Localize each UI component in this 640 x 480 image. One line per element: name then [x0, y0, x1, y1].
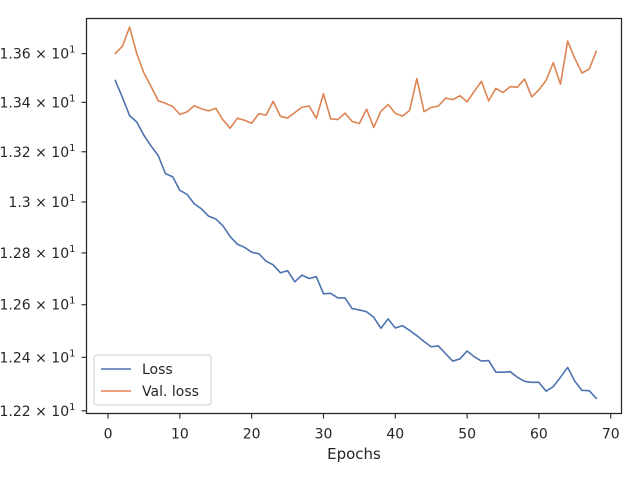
x-tick-label: 0 — [104, 427, 113, 443]
x-tick-label: 20 — [243, 427, 261, 443]
x-tick-label: 50 — [458, 427, 476, 443]
y-axis-ticks: 1.22 × 101 1.24 × 101 1.26 × 101 1.28 × 101… — [0, 45, 87, 420]
y-tick-label: 1.28 × 101 — [0, 244, 76, 262]
series-layer — [114, 26, 598, 400]
y-tick-label: 1.3 × 101 — [8, 193, 75, 211]
y-tick-label: 1.26 × 101 — [0, 296, 76, 314]
series-line-val-loss — [114, 26, 598, 129]
y-tick-label: 1.32 × 101 — [0, 143, 76, 161]
x-tick-label: 70 — [602, 427, 620, 443]
y-tick-label: 1.36 × 101 — [0, 45, 76, 63]
legend-box — [93, 354, 212, 406]
legend-label-val-loss: Val. loss — [142, 384, 199, 400]
plot-frame — [85, 17, 623, 415]
y-tick-label: 1.22 × 101 — [0, 402, 76, 420]
x-tick-label: 10 — [171, 427, 189, 443]
x-axis-ticks: 0 10 20 30 40 50 60 70 — [104, 413, 620, 443]
x-tick-label: 60 — [530, 427, 548, 443]
y-tick-label: 1.34 × 101 — [0, 93, 76, 111]
x-tick-label: 30 — [315, 427, 333, 443]
y-tick-label: 1.24 × 101 — [0, 348, 76, 366]
x-tick-label: 40 — [386, 427, 404, 443]
x-axis-label: Epochs — [327, 445, 381, 463]
legend-label-loss: Loss — [142, 362, 173, 378]
legend: Loss Val. loss — [93, 354, 212, 406]
series-line-loss — [114, 79, 598, 400]
